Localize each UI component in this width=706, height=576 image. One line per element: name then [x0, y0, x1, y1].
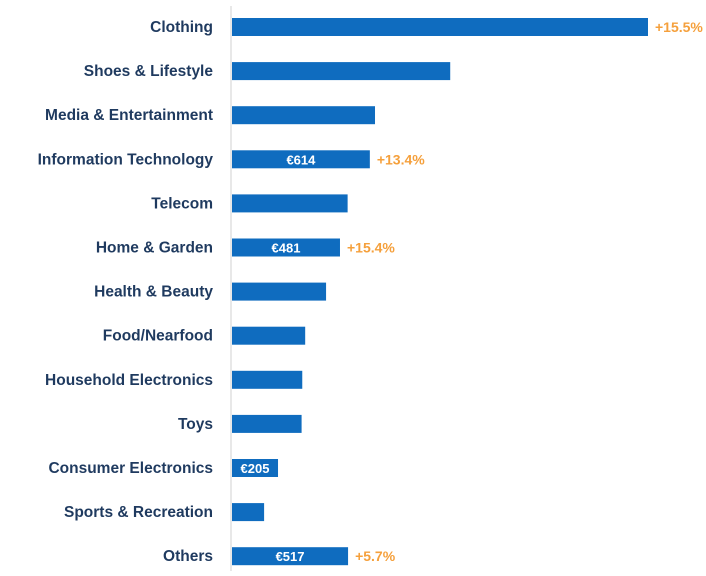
bar-value-label: €481: [272, 241, 301, 256]
bar: [232, 326, 306, 345]
bar: [232, 370, 303, 389]
category-label: Consumer Electronics: [48, 460, 213, 477]
bar: [232, 503, 265, 522]
growth-label: +5.7%: [355, 548, 396, 564]
category-label: Information Technology: [38, 151, 214, 168]
category-label: Health & Beauty: [94, 284, 213, 301]
bar: [232, 547, 349, 566]
bar: [232, 459, 279, 477]
bar: [232, 62, 451, 81]
bar-value-label: €614: [286, 152, 316, 167]
category-label: Others: [163, 548, 213, 565]
bar-value-label: €517: [276, 549, 305, 564]
category-label: Telecom: [151, 195, 213, 212]
category-label: Toys: [178, 416, 213, 433]
growth-label: +15.5%: [655, 19, 703, 35]
category-label: Sports & Recreation: [64, 504, 213, 521]
bar: [232, 282, 327, 301]
growth-label: +15.4%: [347, 240, 395, 256]
category-label: Food/Nearfood: [103, 328, 213, 345]
category-label: Shoes & Lifestyle: [84, 63, 214, 80]
bar: [232, 106, 376, 125]
bar-value-label: €205: [241, 461, 270, 476]
category-label: Home & Garden: [96, 240, 213, 257]
growth-label: +13.4%: [377, 151, 425, 167]
bar: [232, 414, 302, 433]
bar: [232, 238, 340, 257]
category-label: Clothing: [150, 19, 213, 36]
category-label: Media & Entertainment: [45, 107, 213, 124]
bar: [232, 150, 370, 169]
category-label: Household Electronics: [45, 372, 213, 389]
bar: [232, 18, 648, 36]
bar: [232, 194, 348, 213]
